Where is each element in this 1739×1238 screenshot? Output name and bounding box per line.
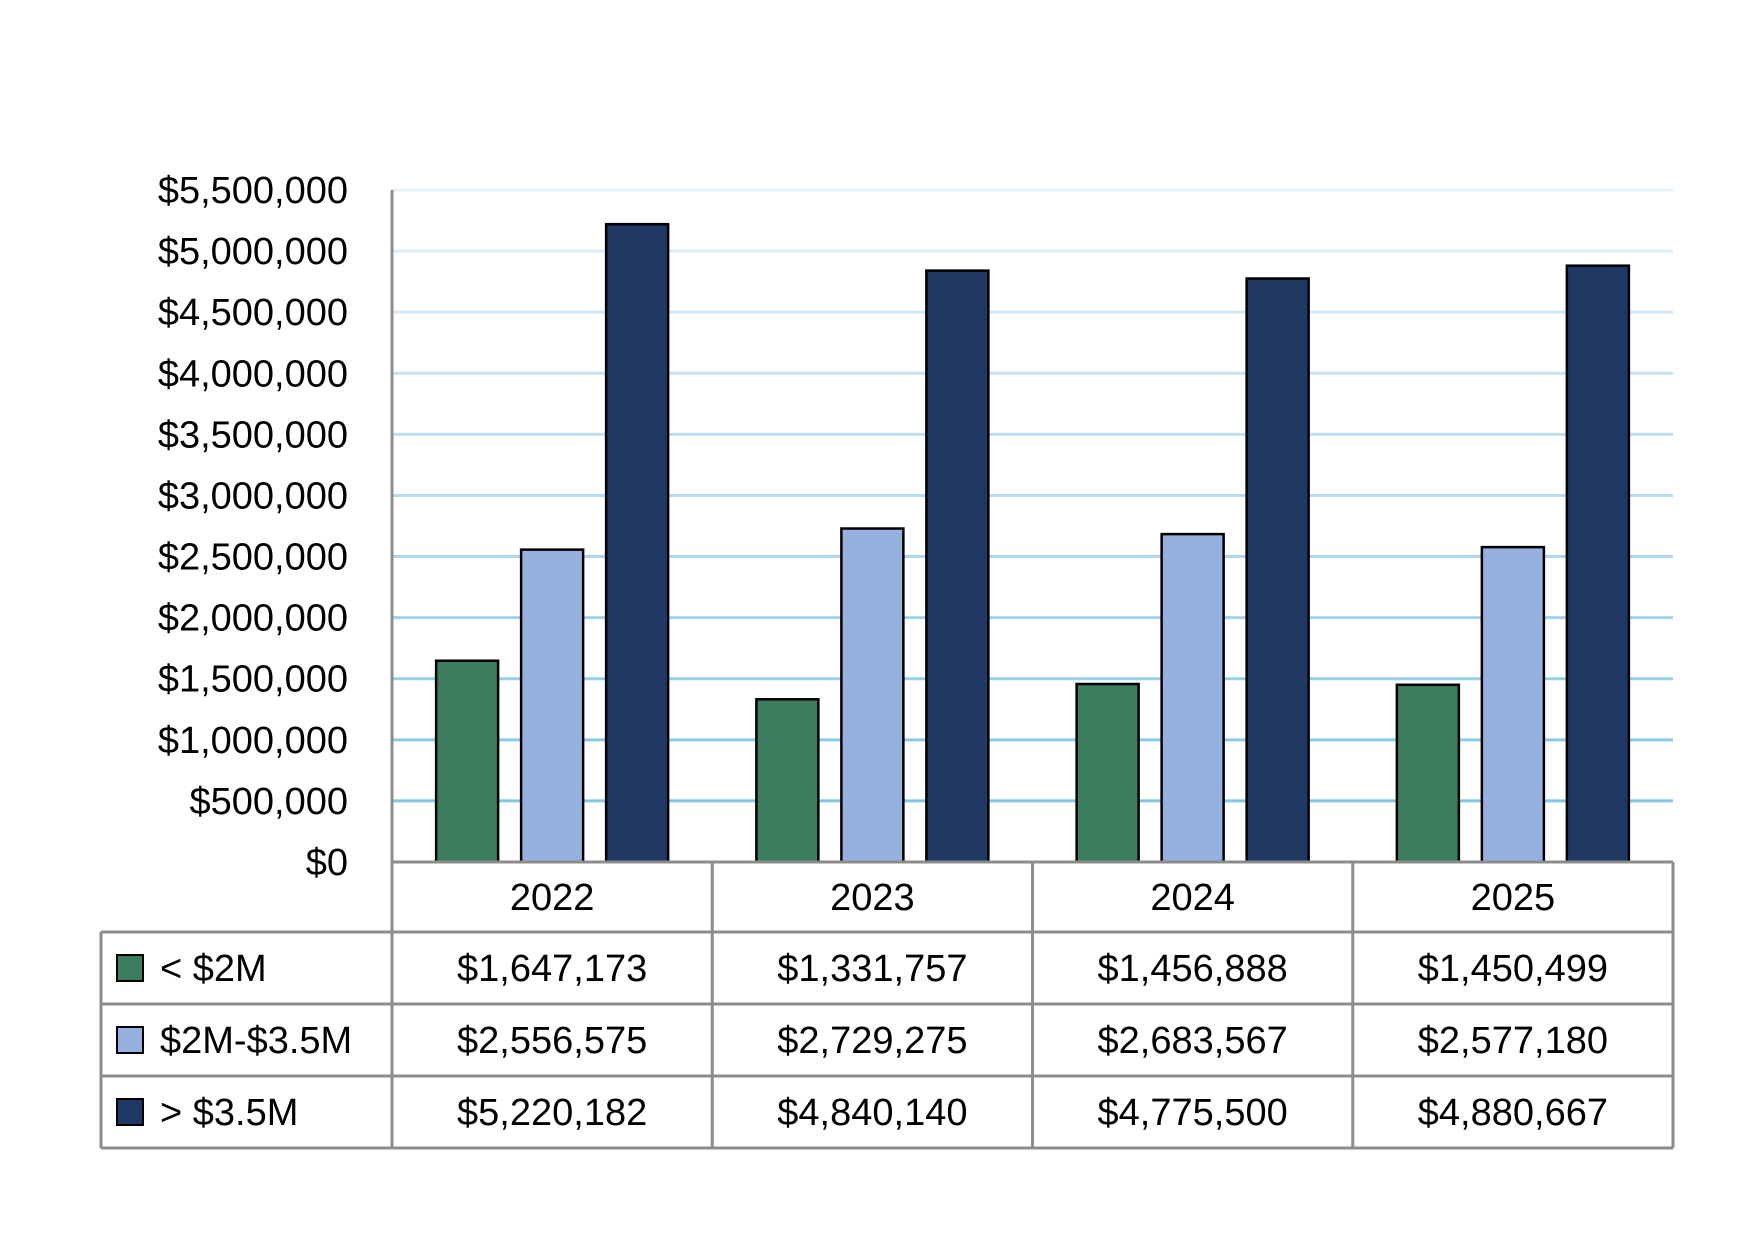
x-tick-label: 2024: [1150, 877, 1235, 919]
bar: [1395, 683, 1461, 864]
legend-key: [116, 954, 144, 982]
legend-key: [116, 1026, 144, 1054]
y-tick-label: $4,000,000: [158, 353, 348, 395]
y-tick-label: $3,500,000: [158, 414, 348, 456]
y-tick-label: $5,000,000: [158, 231, 348, 273]
data-label: $1,450,499: [1418, 948, 1608, 990]
bars: [434, 222, 1631, 864]
bar: [1565, 264, 1631, 864]
bar: [519, 548, 585, 864]
data-label: $2,729,275: [777, 1020, 967, 1062]
y-tick-label: $4,500,000: [158, 292, 348, 334]
data-label: $2,556,575: [457, 1020, 647, 1062]
data-table: 2022 2023 2024 2025 < $2M $1,647,173 $1,331,75…: [99, 860, 1675, 1150]
bar: [755, 698, 820, 864]
bar: [840, 527, 905, 864]
bar: [1160, 532, 1225, 864]
data-label: $2,683,567: [1098, 1020, 1288, 1062]
bar: [1480, 545, 1546, 864]
legend-label: $2M-$3.5M: [160, 1020, 352, 1062]
x-tick-label: 2023: [830, 877, 915, 919]
data-label: $4,840,140: [777, 1092, 967, 1134]
x-tick-label: 2025: [1471, 877, 1556, 919]
legend-label: > $3.5M: [160, 1092, 298, 1134]
y-tick-label: $5,500,000: [158, 170, 348, 212]
y-tick-label: $2,500,000: [158, 537, 348, 579]
data-label: $2,577,180: [1418, 1020, 1608, 1062]
y-tick-label: $500,000: [190, 781, 349, 823]
y-axis-tick-labels: $0 $500,000 $1,000,000 $1,500,000 $2,000,000…: [158, 170, 348, 884]
x-tick-label: 2022: [510, 877, 595, 919]
y-tick-label: $2,000,000: [158, 598, 348, 640]
data-label: $5,220,182: [457, 1092, 647, 1134]
legend-key: [116, 1098, 144, 1126]
data-label: $1,331,757: [777, 948, 967, 990]
y-tick-label: $1,500,000: [158, 659, 348, 701]
data-label: $4,880,667: [1418, 1092, 1608, 1134]
bar: [604, 222, 670, 864]
data-label: $1,647,173: [457, 948, 647, 990]
bar: [1245, 277, 1310, 864]
bar: [434, 659, 500, 864]
y-tick-label: $3,000,000: [158, 475, 348, 517]
data-label: $1,456,888: [1098, 948, 1288, 990]
y-tick-label: $0: [306, 842, 348, 884]
y-tick-label: $1,000,000: [158, 720, 348, 762]
legend-label: < $2M: [160, 948, 267, 990]
bar: [1075, 682, 1140, 864]
bar: [925, 269, 990, 864]
data-label: $4,775,500: [1098, 1092, 1288, 1134]
